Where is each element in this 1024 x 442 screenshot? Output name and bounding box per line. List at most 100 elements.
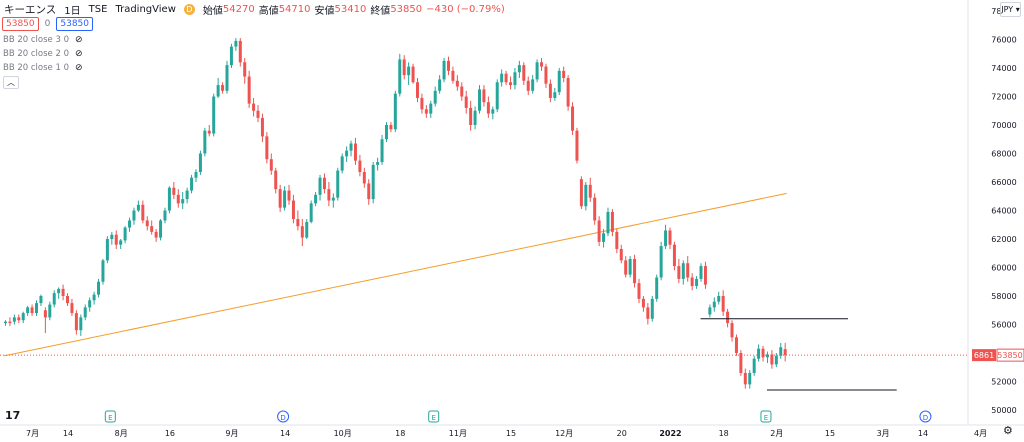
candle-body [190,177,194,191]
y-tick-label: 66000 [991,178,1016,187]
x-tick-label: 9月 [225,429,238,438]
candle-body [229,46,233,66]
candle-body [504,73,508,83]
candle-body [110,234,114,239]
candle-body [216,85,220,97]
tradingview-logo: 17 [5,409,21,422]
candle-body [540,62,544,67]
candle-body [145,220,149,227]
symbol-name[interactable]: キーエンス [4,3,57,16]
candle-body [114,234,118,245]
open-value: 54270 [222,3,255,15]
candle-body [79,317,83,331]
candle-body [345,150,349,157]
candle-body [743,372,747,385]
candle-body [393,93,397,130]
candle-body [455,80,459,87]
candle-body [252,103,256,111]
chevron-up-icon[interactable]: ︿ [3,76,19,89]
x-tick-label: 11月 [449,429,467,438]
indicator-bb-1[interactable]: BB 20 close 1 0 ⊘ [3,61,83,75]
candle-body [473,110,477,125]
candle-body [624,260,628,275]
candle-body [633,258,637,284]
eye-crossed-icon[interactable]: ⊘ [75,63,83,73]
candle-body [221,85,225,91]
clock-icon[interactable]: D [183,3,195,15]
eye-crossed-icon[interactable]: ⊘ [75,49,83,59]
candle-body [207,130,211,134]
candle-body [52,293,56,305]
candle-body [438,79,442,91]
candle-body [198,153,202,173]
candle-body [544,66,548,84]
candle-body [562,70,566,78]
price-tag-left-bg [972,349,996,362]
candle-body [460,86,464,97]
candle-body [97,281,101,295]
price-tag-right-bg [996,348,1024,362]
candle-body [593,197,597,221]
candle-body [783,349,787,356]
candle-body [234,40,238,47]
indicator-bb-2[interactable]: BB 20 close 2 0 ⊘ [3,47,83,61]
candle-body [48,304,52,318]
eye-crossed-icon[interactable]: ⊘ [75,35,83,45]
indicator-bb-3[interactable]: BB 20 close 3 0 ⊘ [3,33,83,47]
x-tick-label: 15 [825,429,835,438]
currency-label: JPY [1001,5,1014,14]
buy-price-button[interactable]: 53850 [56,16,94,31]
candle-body [668,230,672,245]
x-tick-label: 18 [395,429,405,438]
candle-body [265,136,269,160]
candle-body [256,110,260,118]
candle-body [588,184,592,198]
dividend-badge [277,410,290,423]
candle-body [327,189,331,201]
candle-body [389,125,393,130]
y-tick-label: 64000 [991,207,1016,216]
source-label: TradingView [115,3,176,15]
high-label: 高値 [258,5,279,17]
candle-body [606,211,610,234]
candle-body [734,337,738,353]
candle-body [695,278,699,287]
y-tick-label: 60000 [991,264,1016,273]
candle-body [522,65,526,81]
price-tag-right: 53850 [997,351,1022,360]
candle-body [26,307,30,314]
x-tick-label: 14 [918,429,928,438]
candle-body [358,160,362,173]
candle-body [367,183,371,200]
candle-body [66,296,70,304]
candle-body [495,82,499,110]
x-tick-label: 2月 [770,429,783,438]
candle-body [260,117,264,137]
candle-body [708,307,712,315]
trade-buttons: 53850 0 53850 [2,16,94,31]
indicator-label: BB 20 close 2 0 [3,49,69,59]
close-label: 終値 [370,5,391,17]
candle-body [384,125,388,140]
candle-body [132,210,136,221]
candle-body [482,89,486,103]
sell-price-button[interactable]: 53850 [2,16,39,31]
low-label: 安値 [314,5,335,17]
candle-body [17,317,21,321]
change-value: −430 (−0.79%) [426,3,505,15]
candle-body [247,76,251,104]
currency-button[interactable]: JPY ▾ [1000,2,1021,17]
gear-icon[interactable]: ⚙ [1003,424,1013,437]
candle-body [163,210,167,221]
candle-body [238,40,242,63]
interval-label[interactable]: 1日 [64,5,81,17]
candle-body [349,143,353,151]
x-tick-label: 2022 [659,429,681,438]
candle-body [340,156,344,171]
candle-body [509,82,513,86]
earnings-badge [104,410,116,423]
x-tick-label: 15 [506,429,516,438]
candle-body [535,62,539,80]
